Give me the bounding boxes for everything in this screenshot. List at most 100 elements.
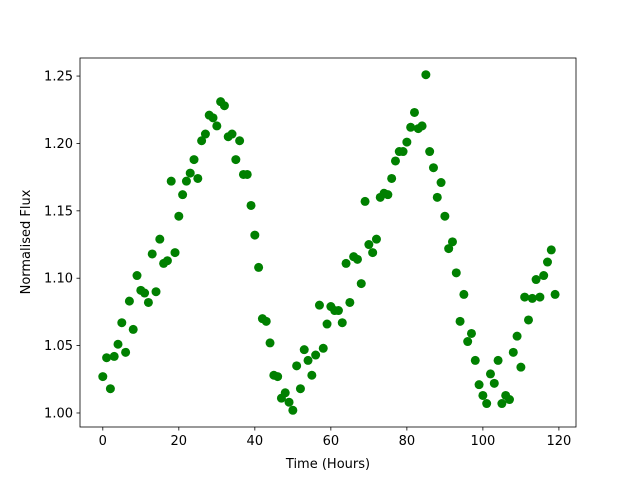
data-point <box>109 351 119 361</box>
data-point <box>292 361 302 371</box>
data-point <box>371 234 381 244</box>
x-axis-label: Time (Hours) <box>285 457 370 472</box>
data-point <box>421 70 431 80</box>
y-tick-label: 1.25 <box>44 70 73 85</box>
x-tick-label: 40 <box>247 434 264 449</box>
y-tick-label: 1.05 <box>44 339 73 354</box>
data-point <box>132 271 142 281</box>
data-point <box>147 249 157 259</box>
data-point <box>219 101 229 111</box>
data-point <box>166 176 176 186</box>
y-axis-label: Normalised Flux <box>19 189 34 294</box>
data-point <box>390 156 400 166</box>
data-point <box>531 275 541 285</box>
data-point <box>208 113 218 123</box>
data-point <box>140 288 150 298</box>
data-point <box>254 262 264 272</box>
data-point <box>459 289 469 299</box>
x-tick-label: 20 <box>171 434 188 449</box>
data-point <box>307 370 317 380</box>
data-point <box>337 318 347 328</box>
data-point <box>333 306 343 316</box>
data-point <box>432 192 442 202</box>
data-point <box>121 347 131 357</box>
data-point <box>398 147 408 157</box>
data-point <box>200 129 210 139</box>
data-point <box>508 347 518 357</box>
data-point <box>288 405 298 415</box>
data-point <box>406 122 416 132</box>
data-point <box>170 248 180 258</box>
data-point <box>314 300 324 310</box>
data-point <box>463 337 473 347</box>
data-point <box>451 268 461 278</box>
data-point <box>162 256 172 266</box>
data-point <box>428 163 438 173</box>
data-point <box>470 355 480 365</box>
data-point <box>455 316 465 326</box>
data-point <box>181 176 191 186</box>
data-point <box>113 339 123 349</box>
data-point <box>504 395 514 405</box>
x-tick-label: 120 <box>546 434 571 449</box>
y-tick-label: 1.00 <box>44 406 73 421</box>
data-point <box>128 324 138 334</box>
data-point <box>546 245 556 255</box>
data-point <box>425 147 435 157</box>
data-point <box>436 178 446 188</box>
x-tick-label: 60 <box>323 434 340 449</box>
x-tick-label: 0 <box>99 434 107 449</box>
data-point <box>520 292 530 302</box>
data-point <box>341 258 351 268</box>
data-point <box>409 107 419 117</box>
data-point <box>523 315 533 325</box>
data-point <box>444 244 454 254</box>
x-tick-label: 80 <box>399 434 416 449</box>
data-point <box>402 137 412 147</box>
data-point <box>535 292 545 302</box>
data-point <box>322 319 332 329</box>
data-point <box>189 155 199 165</box>
y-tick-label: 1.20 <box>44 137 73 152</box>
data-point <box>143 297 153 307</box>
data-point <box>102 353 112 363</box>
data-point <box>356 279 366 289</box>
data-point <box>360 196 370 206</box>
data-point <box>516 362 526 372</box>
data-point <box>212 121 222 131</box>
data-point <box>235 136 245 146</box>
data-point <box>497 399 507 409</box>
data-point <box>117 318 127 328</box>
data-point <box>489 378 499 388</box>
data-point <box>273 372 283 382</box>
data-point <box>542 257 552 267</box>
data-point <box>261 316 271 326</box>
data-point <box>98 372 108 382</box>
data-point <box>368 248 378 258</box>
data-point <box>364 240 374 250</box>
data-point <box>311 350 321 360</box>
data-point <box>265 338 275 348</box>
data-point <box>478 390 488 400</box>
data-point <box>527 293 537 303</box>
data-point <box>295 384 305 394</box>
data-point <box>383 190 393 200</box>
data-point <box>417 121 427 131</box>
data-point <box>197 136 207 146</box>
axes-frame <box>79 57 577 428</box>
data-point <box>447 237 457 247</box>
data-point <box>466 328 476 338</box>
data-point <box>440 211 450 221</box>
data-point <box>512 331 522 341</box>
data-point <box>299 345 309 355</box>
data-point <box>318 343 328 353</box>
data-point <box>246 200 256 210</box>
data-point <box>485 369 495 379</box>
data-point <box>280 388 290 398</box>
data-point <box>250 230 260 240</box>
data-point <box>178 190 188 200</box>
data-point <box>387 173 397 183</box>
y-tick-label: 1.10 <box>44 272 73 287</box>
data-point <box>474 380 484 390</box>
